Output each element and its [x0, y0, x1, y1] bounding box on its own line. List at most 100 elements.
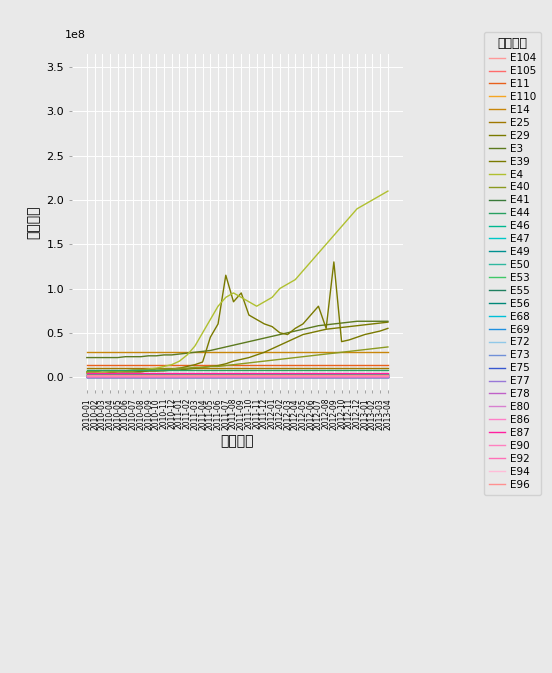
E105 [184, 372, 190, 380]
E40 [346, 347, 353, 355]
E53 [99, 371, 105, 379]
E75 [114, 373, 121, 381]
E56 [153, 370, 160, 378]
E96 [145, 371, 152, 380]
E53 [338, 371, 345, 379]
E25 [222, 364, 229, 372]
E94 [377, 371, 384, 380]
E46 [91, 371, 98, 380]
E92 [246, 371, 252, 380]
E69 [176, 372, 183, 380]
E56 [269, 370, 275, 378]
E56 [137, 370, 144, 378]
E50 [346, 371, 353, 380]
E53 [215, 371, 221, 379]
E75 [215, 373, 221, 381]
E80 [385, 372, 391, 380]
E46 [292, 371, 299, 380]
E55 [137, 371, 144, 379]
E92 [385, 371, 391, 380]
E29 [137, 367, 144, 376]
E72 [307, 372, 314, 380]
E4 [284, 280, 291, 288]
E80 [215, 372, 221, 380]
E68 [137, 372, 144, 380]
E69 [346, 372, 353, 380]
E87 [137, 369, 144, 377]
E80 [207, 372, 214, 380]
E110 [323, 369, 330, 378]
E49 [230, 373, 237, 381]
E72 [253, 372, 260, 380]
E4 [277, 285, 283, 293]
E55 [315, 371, 322, 379]
E92 [184, 371, 190, 380]
E78 [114, 372, 121, 380]
E47 [222, 373, 229, 381]
E47 [253, 373, 260, 381]
E69 [114, 372, 121, 380]
E87 [385, 369, 391, 377]
E80 [137, 372, 144, 380]
E55 [145, 371, 152, 379]
E14 [114, 348, 121, 356]
E104 [207, 372, 214, 380]
E94 [253, 371, 260, 380]
E105 [307, 372, 314, 380]
E92 [145, 371, 152, 380]
E40 [176, 364, 183, 372]
E96 [99, 371, 105, 380]
E46 [161, 371, 167, 380]
E53 [362, 371, 368, 379]
E96 [238, 371, 245, 380]
E25 [99, 364, 105, 372]
E39 [362, 330, 368, 339]
E105 [199, 372, 206, 380]
E29 [192, 364, 198, 372]
E47 [122, 373, 129, 381]
E47 [215, 373, 221, 381]
E14 [315, 348, 322, 356]
E90 [292, 372, 299, 380]
E80 [377, 372, 384, 380]
E14 [83, 348, 90, 356]
E39 [83, 369, 90, 377]
E50 [300, 371, 306, 380]
E68 [176, 372, 183, 380]
E47 [184, 373, 190, 381]
E110 [269, 369, 275, 378]
E25 [238, 364, 245, 372]
E56 [192, 370, 198, 378]
E78 [315, 372, 322, 380]
E77 [91, 373, 98, 381]
E55 [323, 371, 330, 379]
E46 [114, 371, 121, 380]
E41 [192, 371, 198, 379]
E87 [346, 369, 353, 377]
E77 [222, 373, 229, 381]
E78 [153, 372, 160, 380]
E104 [230, 372, 237, 380]
E47 [246, 373, 252, 381]
E75 [277, 373, 283, 381]
E104 [269, 372, 275, 380]
E69 [222, 372, 229, 380]
E50 [377, 371, 384, 380]
E90 [153, 372, 160, 380]
E11 [207, 361, 214, 369]
E69 [323, 372, 330, 380]
Line: E29: E29 [87, 322, 388, 373]
E80 [246, 372, 252, 380]
E69 [238, 372, 245, 380]
E69 [192, 372, 198, 380]
E3 [176, 350, 183, 358]
E104 [292, 372, 299, 380]
E49 [238, 373, 245, 381]
E47 [269, 373, 275, 381]
E105 [369, 372, 376, 380]
E73 [230, 372, 237, 380]
E29 [277, 341, 283, 349]
E40 [145, 366, 152, 374]
E29 [246, 353, 252, 361]
E94 [161, 371, 167, 380]
